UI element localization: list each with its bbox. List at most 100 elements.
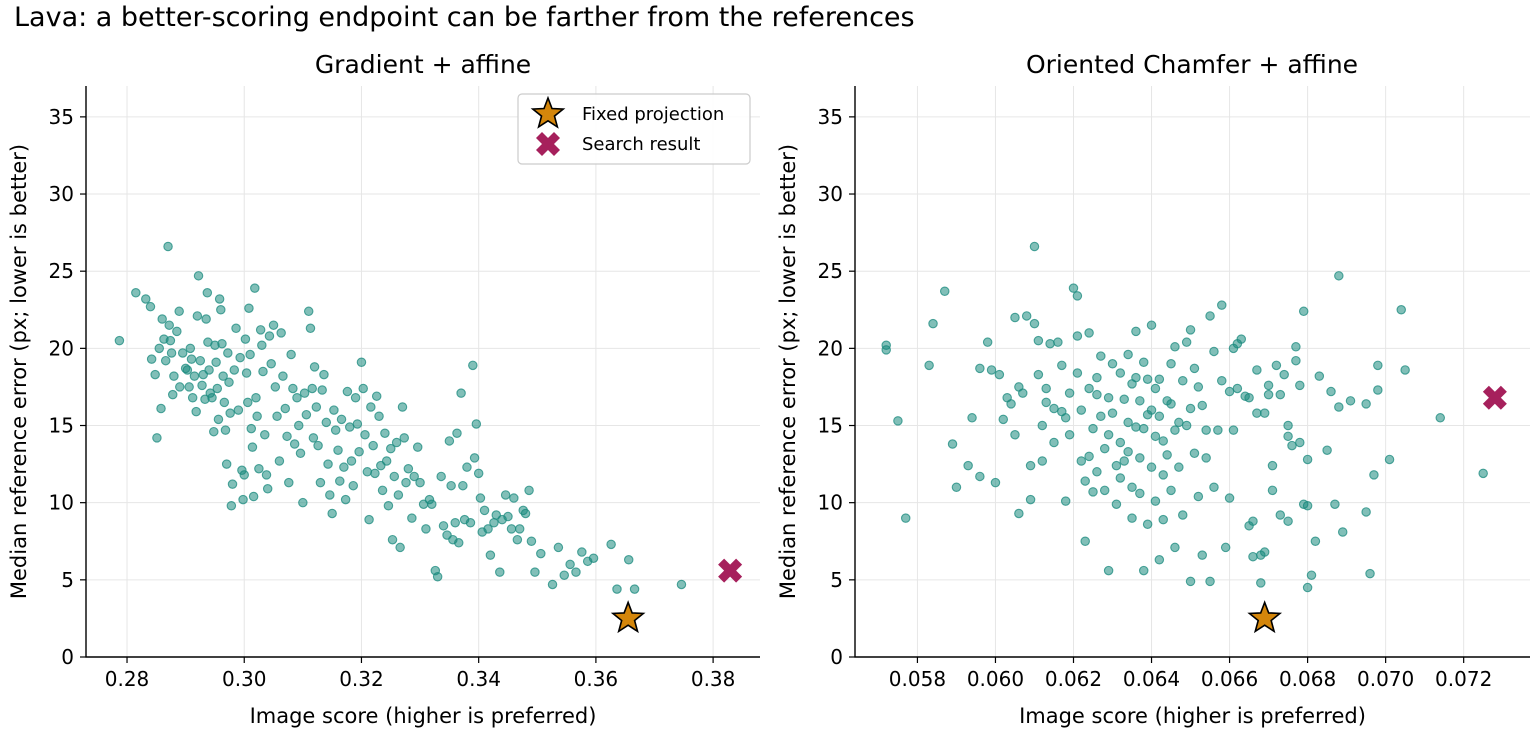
data-point [293,420,304,431]
data-point [346,456,357,466]
data-point [284,477,294,488]
data-point [1181,337,1192,347]
data-point [1220,542,1231,553]
data-point [1064,430,1075,440]
data-point [565,559,575,570]
data-point [193,271,204,281]
data-point [1283,516,1293,526]
data-point [1041,397,1051,408]
data-point [246,423,257,434]
data-point [465,517,476,528]
data-point [1373,360,1383,371]
data-point [356,357,367,367]
data-point [1010,430,1020,440]
data-point [1037,420,1048,431]
data-point [1131,422,1141,432]
data-point [1092,372,1102,383]
data-point [1018,388,1028,398]
data-point [1103,392,1114,403]
y-tick-label: 5 [61,568,74,592]
data-point [473,468,484,479]
data-point [1138,423,1149,434]
data-point [233,405,244,415]
data-point [383,501,394,511]
data-point [371,391,382,401]
data-point [1080,476,1090,486]
data-point [1146,462,1157,472]
x-tick-label: 0.28 [105,667,150,691]
x-tick-label: 0.32 [339,667,384,691]
data-point [1174,462,1184,472]
data-point [335,476,345,486]
data-point [307,383,317,394]
x-tick-label: 0.38 [691,667,736,691]
data-point [1193,491,1204,502]
data-point [947,439,958,449]
data-point [370,468,380,479]
data-point [305,323,316,334]
x-axis-label: Image score (higher is preferred) [250,704,597,728]
data-point [319,369,329,380]
data-point [348,480,359,491]
data-point [994,369,1005,380]
data-point [500,490,511,500]
data-point [475,493,486,503]
data-point [1123,349,1133,360]
data-point [282,431,292,442]
data-points [881,241,1488,593]
data-point [479,505,490,516]
data-point [212,383,223,394]
data-point [152,433,162,443]
data-point [1306,570,1317,580]
data-point [900,513,911,523]
panel-gradient-affine: 0.28 0.30 0.32 0.34 0.36 0.38 0 5 10 15 20 25 30 35 Gr… [7,50,760,728]
data-point [141,294,151,304]
data-point [295,448,306,459]
data-point [1287,440,1297,451]
data-point [216,305,226,315]
data-point [207,392,217,403]
data-point [495,567,505,577]
x-tick-label: 0.070 [1357,667,1414,691]
data-point [235,352,245,363]
data-point [1099,485,1110,496]
data-point [201,314,211,324]
legend-star-icon [530,95,566,129]
data-point [309,362,320,372]
data-point [1107,408,1118,418]
data-point [261,470,272,480]
search-result-marker [718,558,743,583]
data-point [612,584,622,594]
data-point [432,571,443,582]
data-point [330,425,341,435]
data-point [967,413,977,423]
data-point [421,524,431,534]
panel-title: Gradient + affine [315,50,531,79]
data-point [262,484,273,494]
data-point [1119,394,1129,405]
data-point [1096,411,1106,421]
data-point [185,343,196,354]
data-point [1154,411,1165,421]
data-point [389,471,400,482]
data-point [386,443,396,454]
data-point [1053,337,1063,347]
data-point [485,550,496,560]
data-point [286,349,296,360]
x-tick-label: 0.062 [1045,667,1102,691]
data-point [1248,516,1258,526]
panel-oriented-chamfer-affine: 0.058 0.060 0.062 0.064 0.066 0.068 0.070 0.072… [776,50,1530,728]
x-tick-label: 0.066 [1201,667,1258,691]
legend: Fixed projection Search result [517,93,751,165]
data-point [218,371,228,381]
data-point [1150,431,1161,442]
data-point [202,288,213,298]
data-point [1263,380,1274,391]
data-point [1170,542,1180,553]
data-point [1295,380,1305,391]
data-point [483,524,493,534]
data-point [1478,468,1488,479]
data-point [571,567,581,577]
data-point [1209,346,1219,357]
